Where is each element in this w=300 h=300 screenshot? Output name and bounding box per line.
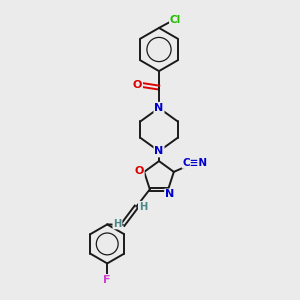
Text: N: N (154, 146, 164, 157)
Text: H: H (113, 218, 122, 229)
Text: N: N (165, 189, 174, 200)
Text: Cl: Cl (170, 15, 181, 25)
Text: F: F (103, 275, 111, 285)
Text: C≡N: C≡N (183, 158, 208, 168)
Text: O: O (133, 80, 142, 90)
Text: O: O (134, 166, 144, 176)
Text: N: N (154, 103, 164, 113)
Text: H: H (139, 202, 147, 212)
